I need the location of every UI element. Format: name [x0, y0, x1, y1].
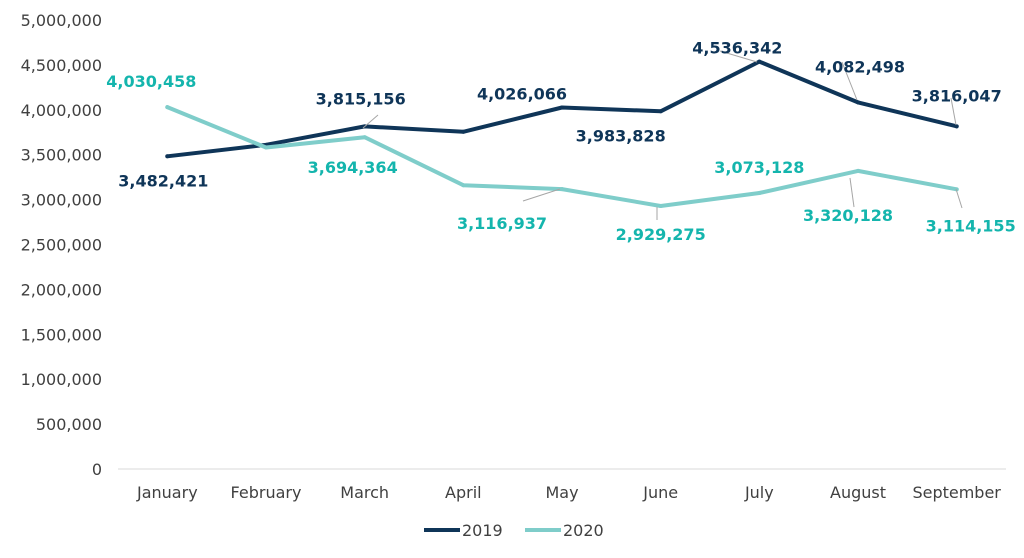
- y-tick-label: 0: [92, 460, 102, 479]
- label-leader-line: [841, 61, 858, 101]
- data-label-2019: 3,815,156: [316, 89, 406, 108]
- data-label-2020: 4,030,458: [106, 72, 196, 91]
- data-point-2019: [856, 100, 860, 105]
- x-tick-label: September: [912, 483, 1001, 502]
- y-tick-label: 2,000,000: [21, 280, 102, 299]
- plot-area: [165, 59, 959, 208]
- data-point-2020: [757, 191, 762, 196]
- label-leader-line: [522, 188, 561, 202]
- label-leader-line: [362, 114, 379, 129]
- data-point-2019: [658, 109, 663, 114]
- data-label-2019: 4,026,066: [477, 84, 567, 103]
- data-point-2019: [954, 124, 959, 129]
- data-labels: 3,482,421 3,815,156 4,026,066 3,983,828 4,53…: [106, 39, 1015, 244]
- y-tick-label: 500,000: [36, 415, 102, 434]
- y-tick-label: 3,500,000: [21, 146, 102, 165]
- legend-label-2019: 2019: [462, 521, 503, 540]
- legend: 2019 2020: [424, 521, 604, 540]
- label-leader-line: [719, 50, 758, 63]
- x-tick-label: August: [830, 483, 886, 502]
- x-tick-label: January: [136, 483, 198, 502]
- data-point-2019: [757, 59, 762, 64]
- x-tick-label: March: [340, 483, 389, 502]
- data-label-2020: 2,929,275: [616, 225, 706, 244]
- data-label-2020: 3,694,364: [308, 158, 398, 177]
- x-tick-label: June: [642, 483, 678, 502]
- data-point-2020: [362, 135, 367, 140]
- label-leader-line: [955, 188, 963, 209]
- data-point-2020: [954, 187, 959, 192]
- data-label-2019: 4,536,342: [692, 39, 782, 58]
- data-point-2019: [560, 105, 564, 110]
- data-label-2019: 3,816,047: [912, 86, 1002, 105]
- y-tick-label: 1,500,000: [21, 325, 102, 344]
- y-axis: 0 500,000 1,000,000 1,500,000 2,000,000 2,500…: [21, 11, 102, 479]
- data-point-2020: [264, 145, 268, 150]
- data-point-2020: [461, 183, 466, 188]
- x-tick-label: April: [445, 483, 482, 502]
- x-tick-label: July: [744, 483, 774, 502]
- legend-label-2020: 2020: [563, 521, 604, 540]
- series-line-2020: [165, 105, 959, 208]
- data-label-2020: 3,116,937: [457, 214, 547, 233]
- y-tick-label: 5,000,000: [21, 11, 102, 30]
- x-axis: January February March April May June July Augu…: [136, 483, 1001, 502]
- data-point-2019: [165, 154, 170, 159]
- y-tick-label: 4,500,000: [21, 56, 102, 75]
- y-tick-label: 2,500,000: [21, 236, 102, 255]
- x-tick-label: May: [545, 483, 578, 502]
- label-leader-line: [950, 97, 957, 126]
- data-label-2019: 3,482,421: [118, 171, 208, 190]
- data-point-2020: [165, 105, 170, 110]
- data-point-2020: [658, 203, 663, 208]
- x-tick-label: February: [231, 483, 302, 502]
- y-tick-label: 4,000,000: [21, 101, 102, 120]
- data-point-2020: [560, 187, 564, 192]
- data-point-2020: [856, 168, 860, 173]
- label-leader-line: [849, 177, 855, 208]
- data-label-2020: 3,114,155: [926, 216, 1016, 235]
- data-label-2020: 3,320,128: [803, 206, 893, 225]
- data-label-2019: 3,983,828: [576, 126, 666, 145]
- data-point-2019: [461, 129, 466, 134]
- y-tick-label: 1,000,000: [21, 370, 102, 389]
- y-tick-label: 3,000,000: [21, 191, 102, 210]
- data-label-2020: 3,073,128: [714, 158, 804, 177]
- data-label-2019: 4,082,498: [815, 57, 905, 76]
